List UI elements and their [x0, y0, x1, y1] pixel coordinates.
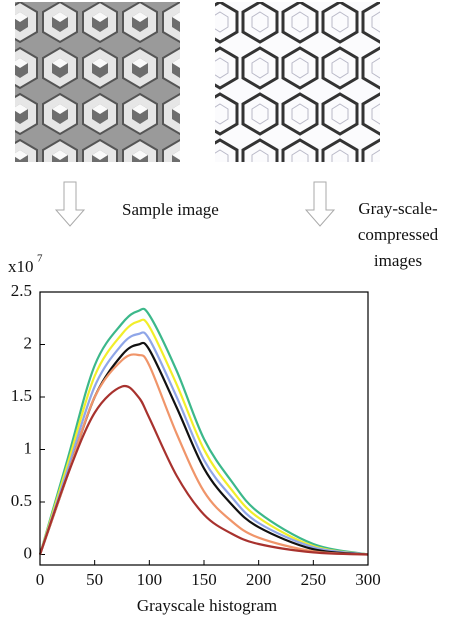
multiplier: x10 [8, 257, 34, 276]
sample-image [15, 2, 180, 162]
arrow [54, 181, 86, 227]
x-tick-label: 150 [191, 570, 217, 589]
compressed-image [215, 2, 380, 162]
arrow [304, 181, 336, 227]
series-line [38, 331, 369, 556]
y-tick-label: 1 [24, 438, 33, 457]
x-tick-label: 200 [246, 570, 272, 589]
y-tick-label: 1.5 [11, 386, 32, 405]
series-line [38, 318, 369, 556]
annotation: compressed [358, 225, 439, 244]
x-tick-label: 300 [355, 570, 381, 589]
plot-frame [39, 291, 369, 566]
y-tick-label: 0 [24, 543, 33, 562]
x-tick-label: 250 [301, 570, 327, 589]
series-line [38, 307, 369, 556]
series-line [38, 384, 369, 556]
x-tick-label: 100 [137, 570, 163, 589]
annotation: images [374, 251, 422, 270]
multiplier-exponent: 7 [37, 253, 43, 265]
y-tick-label: 0.5 [11, 491, 32, 510]
x-axis-label: Grayscale histogram [137, 596, 277, 615]
x-tick-label: 50 [86, 570, 103, 589]
annotation: Sample image [122, 200, 219, 219]
y-tick-label: 2 [24, 333, 33, 352]
series-line [38, 353, 369, 556]
x-tick-label: 0 [36, 570, 45, 589]
annotation: Gray-scale- [358, 199, 438, 218]
y-tick-label: 2.5 [11, 281, 32, 300]
